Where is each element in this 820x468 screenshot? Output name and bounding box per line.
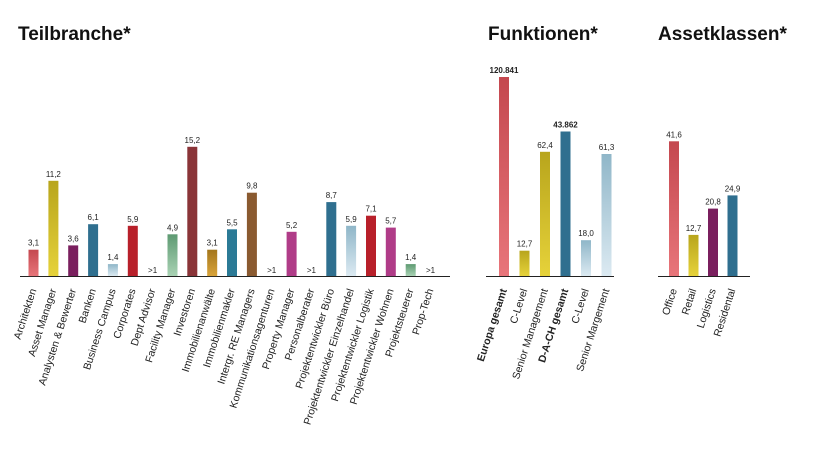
bar-1-4 — [581, 240, 591, 276]
category-label-1-0: Europa gesamt — [475, 287, 510, 363]
data-label-0-2: 3,6 — [68, 234, 80, 243]
bar-0-4 — [107, 264, 118, 276]
bar-1-0 — [499, 77, 509, 276]
data-label-2-0: 41,6 — [666, 130, 682, 139]
bar-2-1 — [688, 234, 699, 276]
data-label-0-16: 5,9 — [346, 215, 358, 224]
bar-1-3 — [560, 131, 571, 276]
data-label-2-2: 20,8 — [705, 198, 721, 207]
bar-0-3 — [88, 224, 99, 276]
data-label-1-2: 62,4 — [537, 141, 553, 150]
bar-0-0 — [28, 249, 39, 277]
panel-title-assetklassen: Assetklassen* — [658, 24, 787, 45]
bar-0-18 — [385, 227, 396, 277]
bar-0-19 — [405, 264, 416, 276]
data-label-0-19: 1,4 — [405, 253, 417, 262]
category-label-1-1: C-Level — [508, 287, 531, 325]
data-label-0-14: >1 — [307, 266, 317, 275]
bar-0-1 — [48, 180, 59, 276]
bar-0-16 — [346, 225, 357, 276]
data-label-2-3: 24,9 — [725, 184, 741, 193]
data-label-0-12: >1 — [267, 266, 277, 275]
data-label-0-4: 1,4 — [107, 253, 119, 262]
panel-title-teilbranche: Teilbranche* — [18, 24, 131, 45]
bar-0-11 — [246, 192, 257, 276]
data-label-0-7: 4,9 — [167, 223, 179, 232]
bars-assetklassen: 41,6Office12,7Retail20,8Logistics24,9Res… — [660, 130, 741, 338]
category-label-2-1: Retail — [680, 287, 700, 316]
panel-title-funktionen: Funktionen* — [488, 24, 598, 45]
bar-0-2 — [68, 245, 79, 276]
bar-2-2 — [708, 208, 718, 276]
data-label-0-10: 5,5 — [226, 218, 238, 227]
data-label-0-13: 5,2 — [286, 221, 298, 230]
bar-1-5 — [601, 154, 612, 276]
data-label-0-1: 11,2 — [46, 170, 62, 179]
data-label-1-4: 18,0 — [578, 229, 594, 238]
data-label-2-1: 12,7 — [686, 224, 702, 233]
data-label-0-8: 15,2 — [185, 136, 201, 145]
category-label-1-4: C-Level — [569, 287, 592, 325]
data-label-1-0: 120.841 — [490, 66, 519, 75]
data-label-0-9: 3,1 — [207, 239, 219, 248]
data-label-1-5: 61,3 — [599, 143, 615, 152]
bar-0-15 — [326, 202, 337, 276]
panel-assetklassen: Assetklassen* 41,6Office12,7Retail20,8Lo… — [658, 24, 787, 338]
bar-0-13 — [286, 231, 297, 276]
bar-0-10 — [227, 229, 237, 277]
bar-0-17 — [366, 215, 376, 276]
bar-0-9 — [207, 249, 218, 277]
data-label-0-5: 5,9 — [127, 215, 139, 224]
data-label-1-1: 12,7 — [517, 240, 533, 249]
data-label-1-3: 43.862 — [553, 121, 578, 130]
category-label-0-3: Banken — [77, 287, 99, 325]
data-label-0-3: 6,1 — [88, 213, 100, 222]
bar-1-2 — [540, 151, 550, 276]
data-label-0-18: 5,7 — [385, 217, 397, 226]
data-label-0-17: 7,1 — [365, 205, 377, 214]
data-label-0-0: 3,1 — [28, 239, 40, 248]
bar-0-7 — [167, 234, 178, 276]
bar-2-0 — [669, 141, 679, 276]
bar-0-8 — [187, 146, 198, 276]
bar-2-3 — [727, 195, 738, 276]
data-label-0-20: >1 — [426, 266, 436, 275]
data-label-0-11: 9,8 — [246, 182, 258, 191]
category-label-2-0: Office — [660, 287, 680, 317]
data-label-0-15: 8,7 — [326, 191, 338, 200]
bar-0-5 — [127, 225, 138, 276]
bar-1-1 — [519, 250, 530, 276]
panel-funktionen: Funktionen* 120.841 Europa gesamt 12,7 C-Le… — [475, 24, 615, 381]
data-label-0-6: >1 — [148, 266, 158, 275]
